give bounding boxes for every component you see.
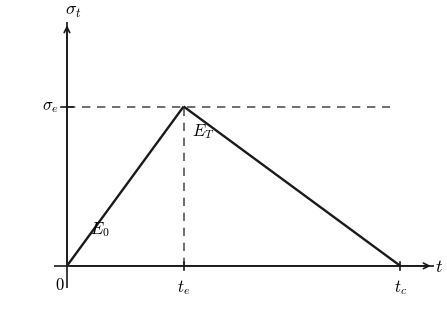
Text: $t$: $t$ bbox=[435, 258, 443, 276]
Text: $E_0$: $E_0$ bbox=[90, 220, 110, 239]
Text: $E_T$: $E_T$ bbox=[192, 122, 215, 141]
Text: $\sigma_t$: $\sigma_t$ bbox=[65, 2, 82, 20]
Text: $0$: $0$ bbox=[55, 277, 65, 294]
Text: $\sigma_e$: $\sigma_e$ bbox=[42, 98, 59, 115]
Text: $t_c$: $t_c$ bbox=[394, 278, 407, 297]
Text: $t_e$: $t_e$ bbox=[177, 278, 190, 297]
